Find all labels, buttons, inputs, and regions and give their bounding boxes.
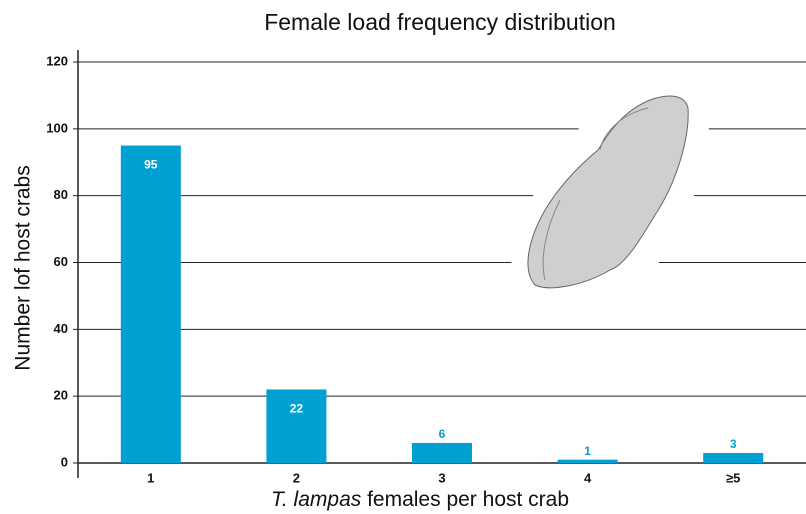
bar [266,389,326,463]
value-label: 95 [144,158,158,172]
x-axis-title: T. lampas females per host crab [271,488,569,511]
bar [558,460,618,463]
value-label: 1 [584,444,591,458]
value-label: 3 [730,437,737,451]
x-axis-title-rest: females per host crab [361,488,569,511]
bar [121,146,181,463]
y-tick-label: 40 [54,321,68,336]
x-tick-label: 2 [293,470,300,485]
x-axis-title-italic: T. lampas [271,488,362,511]
y-tick-label: 100 [46,120,68,135]
chart-title: Female load frequency distribution [264,9,616,35]
y-tick-label: 120 [46,53,68,68]
y-tick-label: 60 [54,254,68,269]
x-tick-label: 3 [438,470,445,485]
x-tick-label: 4 [584,470,592,485]
chart: Female load frequency distribution T. la… [0,0,806,514]
y-tick-label: 20 [54,388,68,403]
y-axis-title: Number lof host crabs [12,165,35,370]
x-tick-label: 1 [147,470,154,485]
x-tick-label: ≥5 [726,470,740,485]
bar [412,443,472,463]
y-tick-label: 80 [54,187,68,202]
value-label: 22 [290,402,304,416]
y-tick-label: 0 [61,454,68,469]
value-label: 6 [439,427,446,441]
bar [703,453,763,463]
